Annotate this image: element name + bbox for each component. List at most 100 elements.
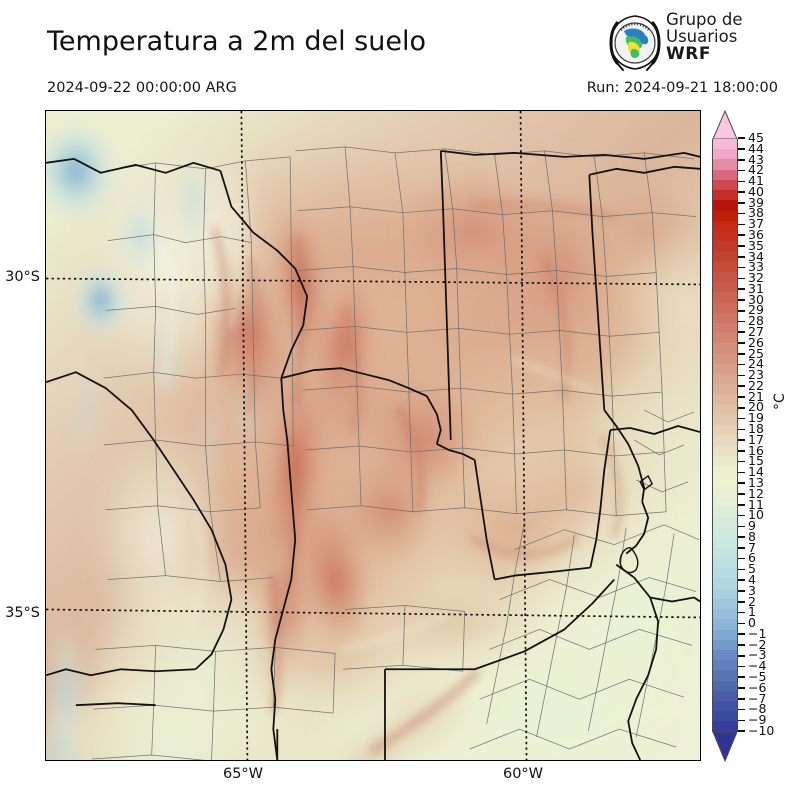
colorbar-tick-mark [738, 266, 745, 269]
colorbar-tick-label: 40 [748, 183, 764, 199]
colorbar-tick-mark [738, 439, 745, 441]
colorbar-tick-label: 19 [748, 410, 764, 426]
colorbar-tick-mark [738, 525, 745, 528]
colorbar-segment [713, 220, 737, 231]
map-plot-area[interactable] [45, 110, 701, 761]
colorbar-tick-mark [738, 579, 745, 582]
lon-tick-label-65w: 65°W [222, 766, 264, 782]
colorbar-tick-mark [738, 450, 745, 452]
colorbar-tick-label: 42 [748, 162, 764, 178]
colorbar-tick-mark [738, 353, 745, 355]
colorbar-tick-mark [738, 191, 745, 193]
colorbar-segment [713, 445, 737, 456]
colorbar-tick-label: 28 [748, 313, 764, 329]
colorbar-tick-label: 33 [748, 259, 764, 275]
colorbar-segment [713, 496, 737, 507]
colorbar-segment [713, 639, 737, 650]
colorbar-tick-mark [738, 374, 745, 377]
colorbar-segment [713, 670, 737, 681]
colorbar-segment [713, 588, 737, 599]
colorbar-tick-mark [738, 137, 745, 139]
colorbar-segment [713, 159, 737, 170]
colorbar-ticks: 45 44 43 42 41 40 39 38 37 36 35 34 33 32 31 30 29 28 27 26… [738, 131, 798, 736]
colorbar-tick-mark [738, 654, 745, 657]
colorbar-tick-label: −6 [748, 679, 767, 695]
colorbar-tick-mark [738, 687, 745, 689]
colorbar-tick-mark [738, 288, 745, 290]
colorbar-tick-mark [738, 676, 745, 679]
colorbar-segment [713, 179, 737, 191]
colorbar-segment [713, 629, 737, 640]
colorbar-segment [713, 343, 737, 354]
logo-line-1: Grupo de [666, 10, 743, 29]
colorbar-tick-mark [738, 590, 745, 592]
colorbar-tick-mark [738, 665, 745, 668]
colorbar-segment [713, 333, 737, 344]
colorbar-tick-label: 34 [748, 248, 764, 264]
colorbar-tick-label: 43 [748, 151, 764, 167]
colorbar-segment [713, 149, 737, 160]
colorbar-tick-mark [738, 719, 745, 722]
colorbar-tick-label: 30 [748, 291, 764, 307]
colorbar-tick-label: 37 [748, 216, 764, 232]
colorbar-segment [713, 690, 737, 702]
colorbar-segment [713, 568, 737, 579]
colorbar-segment [713, 292, 737, 303]
colorbar-tick-mark [738, 460, 745, 463]
colorbar-tick-mark [738, 547, 745, 549]
colorbar-segment [713, 680, 737, 691]
colorbar-tick-label: 12 [748, 485, 764, 501]
colorbar-tick-label: 2 [748, 593, 756, 609]
colorbar-tick-label: 15 [748, 453, 764, 469]
logo-line-3: WRF [666, 43, 711, 64]
colorbar-tick-label: 5 [748, 561, 756, 577]
colorbar-segment [713, 230, 737, 242]
colorbar-segment [713, 711, 737, 722]
colorbar-tick-label: −7 [748, 690, 767, 706]
colorbar-segment [713, 476, 737, 487]
colorbar-tick-label: 10 [748, 507, 764, 523]
colorbar-tick-mark [738, 644, 745, 646]
colorbar-segment [713, 404, 737, 415]
colorbar-tick-mark [738, 342, 745, 344]
colorbar-tick-mark [738, 320, 745, 323]
colorbar-segment [713, 609, 737, 620]
colorbar-under-extend-arrow [712, 731, 738, 762]
colorbar-tick-mark [738, 148, 745, 150]
colorbar-tick-mark [738, 601, 745, 603]
colorbar-segment [713, 537, 737, 548]
colorbar-segment [713, 701, 737, 712]
colorbar-segment [713, 394, 737, 405]
valid-time-label: 2024-09-22 00:00:00 ARG [47, 80, 237, 96]
colorbar-tick-mark [738, 385, 745, 387]
colorbar-tick-label: 16 [748, 442, 764, 458]
colorbar-tick-mark [738, 428, 745, 431]
colorbar-segment [713, 353, 737, 364]
colorbar-segment [713, 384, 737, 395]
colorbar-segment [713, 721, 737, 732]
colorbar-segment [713, 251, 737, 262]
colorbar-tick-label: −9 [748, 712, 767, 728]
colorbar-segment [713, 557, 737, 569]
colorbar-tick-mark [738, 514, 745, 517]
colorbar-tick-mark [738, 633, 745, 635]
colorbar-tick-mark [738, 471, 745, 474]
colorbar-segment [713, 527, 737, 538]
colorbar-segment [713, 435, 737, 446]
colorbar-tick-label: −3 [748, 647, 767, 663]
colorbar-tick-label: −1 [748, 625, 767, 641]
colorbar-segment [713, 517, 737, 528]
colorbar-tick-label: 38 [748, 205, 764, 221]
colorbar-segment [713, 649, 737, 661]
colorbar-tick-label: 26 [748, 334, 764, 350]
colorbar-unit-label: °C [772, 393, 788, 410]
lat-tick-label-35s: 35°S [5, 605, 40, 621]
colorbar-segment [713, 200, 737, 211]
colorbar-tick-label: 3 [748, 582, 756, 598]
run-time-label: Run: 2024-09-21 18:00:00 [586, 80, 778, 96]
colorbar-segment [713, 619, 737, 630]
colorbar-tick-label: 39 [748, 194, 764, 210]
colorbar-tick-mark [738, 557, 745, 560]
colorbar: 45 44 43 42 41 40 39 38 37 36 35 34 33 32 31 30 29 28 27 26… [712, 110, 800, 765]
colorbar-tick-label: 8 [748, 528, 756, 544]
